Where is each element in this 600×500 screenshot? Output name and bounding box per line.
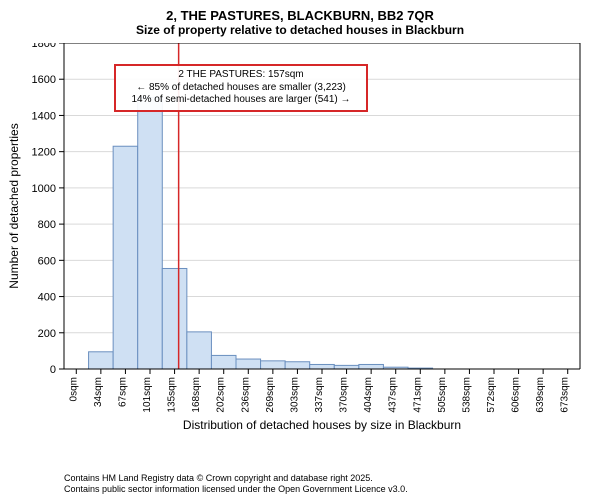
histogram-bar (211, 355, 236, 369)
svg-text:269sqm: 269sqm (265, 377, 276, 413)
svg-text:572sqm: 572sqm (486, 377, 497, 413)
svg-text:600: 600 (38, 255, 56, 267)
histogram-bar (285, 362, 310, 369)
svg-text:800: 800 (38, 219, 56, 231)
credits: Contains HM Land Registry data © Crown c… (64, 473, 408, 496)
histogram-bar (113, 146, 138, 369)
svg-text:337sqm: 337sqm (314, 377, 325, 413)
histogram-bar (187, 332, 212, 369)
svg-text:639sqm: 639sqm (535, 377, 546, 413)
histogram-bar (310, 364, 335, 369)
svg-text:0sqm: 0sqm (68, 377, 79, 401)
svg-text:1000: 1000 (32, 183, 56, 195)
svg-text:538sqm: 538sqm (461, 377, 472, 413)
x-axis-label: Distribution of detached houses by size … (183, 418, 461, 432)
svg-text:370sqm: 370sqm (339, 377, 350, 413)
svg-text:34sqm: 34sqm (93, 377, 104, 407)
svg-text:168sqm: 168sqm (191, 377, 202, 413)
chart-container: 2, THE PASTURES, BLACKBURN, BB2 7QR Size… (0, 0, 600, 500)
annotation-box: 2 THE PASTURES: 157sqm ← 85% of detached… (114, 64, 368, 112)
histogram-bar (261, 361, 286, 369)
svg-text:606sqm: 606sqm (511, 377, 522, 413)
svg-text:236sqm: 236sqm (240, 377, 251, 413)
svg-text:67sqm: 67sqm (117, 377, 128, 407)
svg-text:1800: 1800 (32, 43, 56, 50)
histogram-bar (334, 365, 359, 369)
svg-text:135sqm: 135sqm (167, 377, 178, 413)
svg-text:1400: 1400 (32, 110, 56, 122)
svg-text:437sqm: 437sqm (388, 377, 399, 413)
svg-text:1200: 1200 (32, 147, 56, 159)
page-subtitle: Size of property relative to detached ho… (0, 23, 600, 37)
histogram-bar (236, 359, 261, 369)
svg-text:673sqm: 673sqm (560, 377, 571, 413)
svg-text:0: 0 (50, 364, 56, 376)
svg-text:303sqm: 303sqm (289, 377, 300, 413)
histogram-bar (162, 268, 187, 369)
svg-text:471sqm: 471sqm (412, 377, 423, 413)
svg-text:200: 200 (38, 328, 56, 340)
histogram-bar (359, 364, 384, 369)
annotation-line2: ← 85% of detached houses are smaller (3,… (122, 82, 360, 95)
y-axis-label: Number of detached properties (7, 123, 21, 288)
histogram-bar (138, 97, 163, 369)
credit-line2: Contains public sector information licen… (64, 484, 408, 496)
svg-text:400: 400 (38, 292, 56, 304)
annotation-line1: 2 THE PASTURES: 157sqm (122, 69, 360, 82)
credit-line1: Contains HM Land Registry data © Crown c… (64, 473, 408, 485)
svg-text:202sqm: 202sqm (216, 377, 227, 413)
svg-text:101sqm: 101sqm (142, 377, 153, 413)
annotation-line3: 14% of semi-detached houses are larger (… (122, 94, 360, 107)
page-title: 2, THE PASTURES, BLACKBURN, BB2 7QR (0, 0, 600, 23)
histogram-bar (89, 352, 114, 369)
svg-text:1600: 1600 (32, 74, 56, 86)
svg-text:505sqm: 505sqm (437, 377, 448, 413)
svg-text:404sqm: 404sqm (363, 377, 374, 413)
